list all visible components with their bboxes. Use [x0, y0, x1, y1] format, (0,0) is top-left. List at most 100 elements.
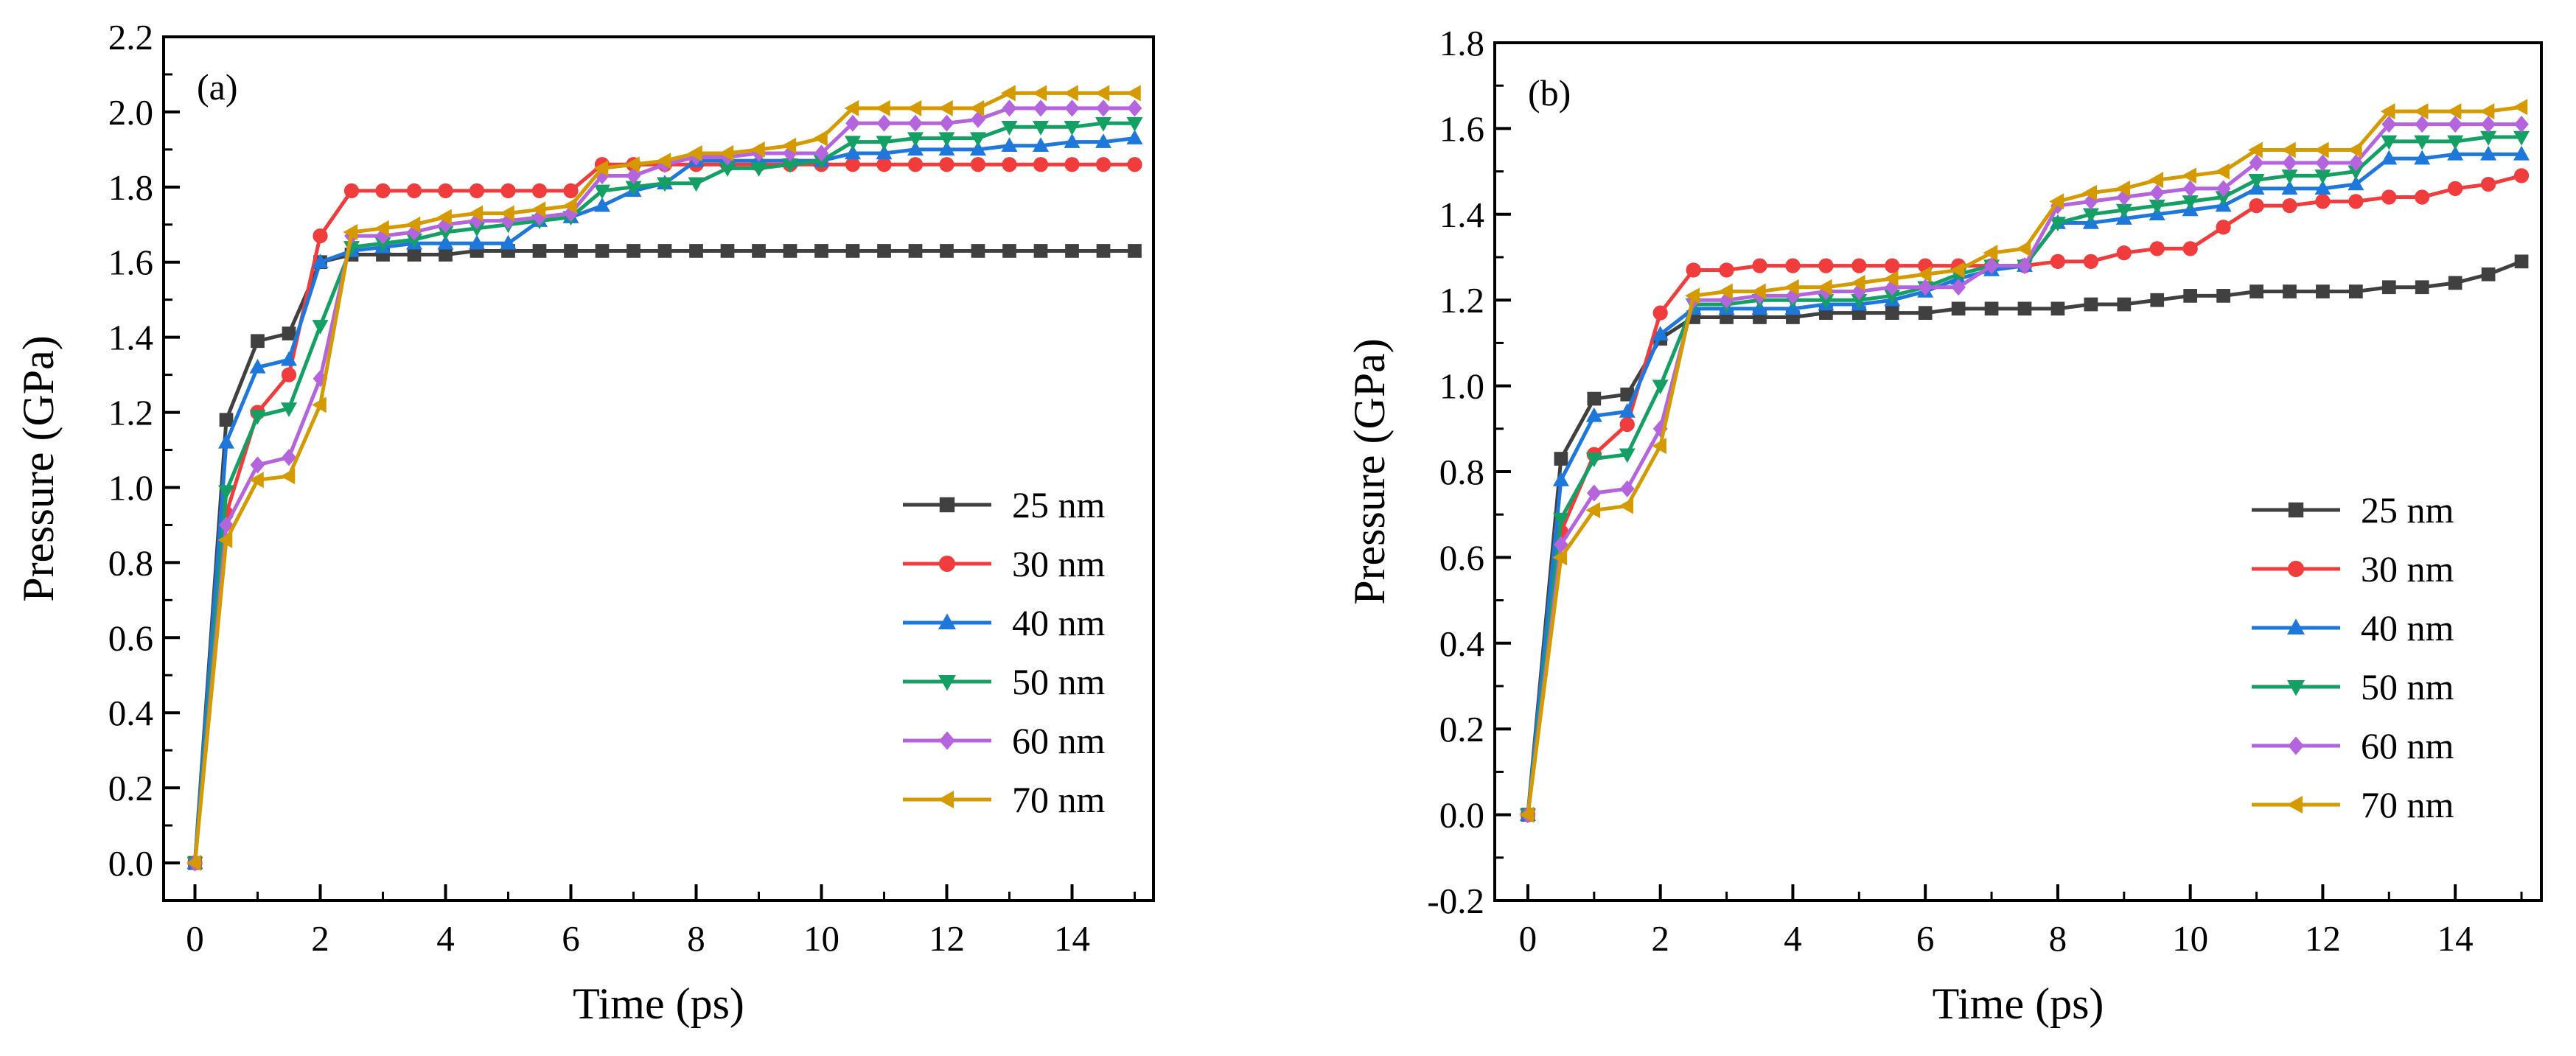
series-25-nm [1521, 254, 2529, 822]
panel-b: 0 2 4 6 8 10 12 14 -0.2 0.0 0.2 0.4 0.6 0.8 1.0 1.2 1.4 1… [1345, 23, 2543, 1028]
data-point [1851, 258, 1867, 273]
data-point [2348, 165, 2364, 181]
data-point [2447, 135, 2464, 150]
data-point [875, 99, 890, 116]
y-tick-label: 2.2 [108, 17, 153, 57]
data-point [1784, 279, 1799, 296]
data-point [1885, 279, 1900, 296]
data-point [375, 227, 391, 245]
data-point [2415, 116, 2430, 133]
data-point [2281, 180, 2298, 195]
data-point [1126, 130, 1143, 144]
data-point [2115, 203, 2132, 219]
series-line [1526, 105, 2522, 815]
data-point [1002, 99, 1017, 117]
data-point [1552, 549, 1568, 566]
data-point [624, 156, 640, 173]
y-axis-title: Pressure (GPa) [14, 335, 63, 602]
data-point [217, 531, 233, 548]
data-point [2115, 180, 2131, 197]
data-point [500, 183, 516, 199]
data-point [2446, 103, 2462, 120]
data-point [218, 485, 234, 500]
data-point [1785, 258, 1801, 273]
y-tick-label: 0.8 [108, 542, 153, 583]
data-point [251, 334, 265, 349]
data-point [2415, 189, 2430, 205]
data-point [1916, 266, 1932, 283]
legend-label: 60 nm [1012, 720, 1106, 761]
data-point [1064, 121, 1081, 136]
legend-marker [939, 731, 955, 750]
data-point [876, 136, 893, 151]
data-point [311, 396, 327, 413]
data-point [971, 244, 985, 258]
x-tick-label: 12 [2305, 918, 2341, 959]
data-point [2381, 135, 2398, 150]
data-point [845, 114, 860, 132]
data-point [1001, 121, 1018, 136]
legend-marker [2288, 502, 2304, 518]
data-point [1951, 301, 1966, 316]
series-70-nm [1519, 99, 2528, 823]
data-point [1851, 293, 1868, 309]
data-point [907, 141, 924, 156]
data-point [2215, 191, 2232, 206]
data-point [2513, 168, 2530, 183]
data-point [625, 181, 642, 196]
data-point [1587, 391, 1602, 406]
data-point [2083, 253, 2098, 269]
data-point [1719, 291, 1734, 309]
data-point [499, 205, 514, 222]
data-point [1033, 157, 1049, 172]
data-point [405, 216, 421, 233]
data-point [1685, 287, 1700, 304]
data-point [2413, 103, 2429, 120]
data-point [407, 248, 422, 262]
data-point [594, 197, 610, 212]
data-point [313, 370, 328, 388]
data-point [940, 244, 954, 258]
legend-marker [938, 613, 956, 629]
data-point [313, 228, 328, 244]
series-line [193, 121, 1135, 864]
data-point [720, 244, 735, 258]
data-point [219, 516, 234, 534]
data-point [2513, 99, 2528, 116]
y-tick-label: 1.2 [1439, 280, 1484, 321]
data-point [1096, 244, 1111, 258]
data-point [2347, 141, 2362, 158]
data-point [2415, 280, 2429, 295]
data-point [845, 244, 860, 258]
data-point [2117, 297, 2132, 312]
plot-frame [162, 35, 1155, 902]
data-point [2448, 276, 2462, 290]
data-point [1064, 157, 1080, 172]
data-point [1850, 274, 1865, 291]
data-point [907, 132, 924, 147]
data-point [2249, 198, 2264, 214]
y-tick-label: 2.0 [108, 92, 153, 133]
data-point [312, 253, 329, 268]
y-axis-title: Pressure (GPa) [1345, 338, 1394, 605]
series-70-nm [186, 85, 1141, 872]
data-point [1033, 137, 1049, 153]
data-point [2447, 145, 2464, 161]
data-point [1619, 402, 1636, 418]
data-point [531, 201, 546, 218]
x-tick-label: 0 [1519, 918, 1537, 959]
legend-label: 50 nm [1012, 661, 1106, 702]
data-point [908, 114, 923, 132]
series-line [193, 248, 1135, 864]
data-point [563, 183, 579, 199]
data-point [657, 244, 672, 258]
data-point [2381, 116, 2397, 133]
data-point [343, 223, 358, 240]
data-point [2414, 150, 2431, 165]
data-point [1619, 480, 1635, 497]
data-point [1095, 85, 1110, 102]
data-point [1818, 293, 1835, 309]
series-60-nm [187, 99, 1142, 872]
data-point [219, 413, 234, 427]
